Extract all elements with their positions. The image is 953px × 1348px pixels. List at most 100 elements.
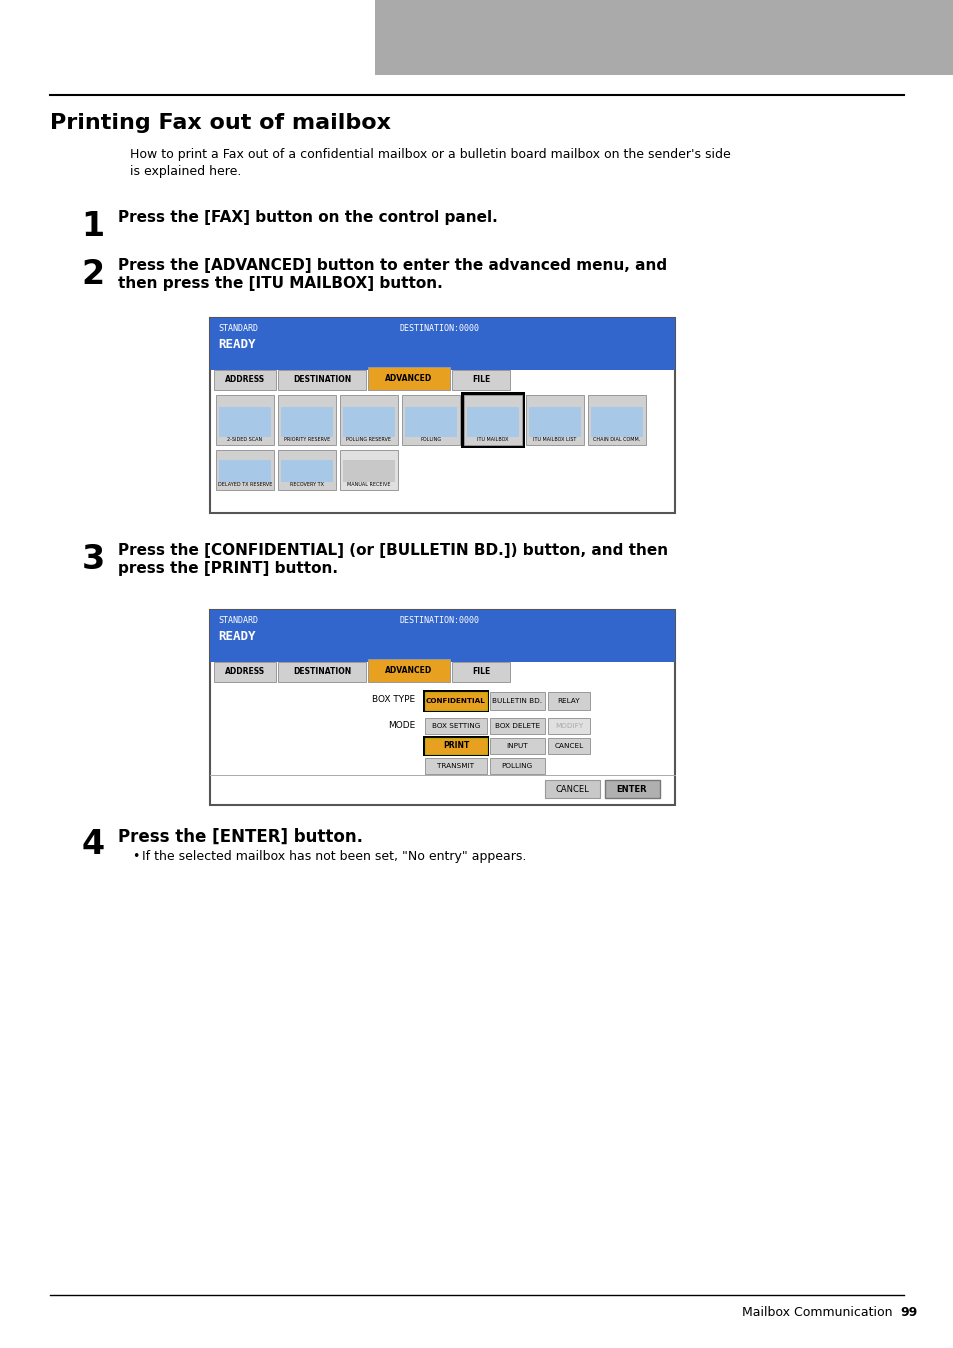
Text: Press the [ADVANCED] button to enter the advanced menu, and: Press the [ADVANCED] button to enter the…: [118, 257, 666, 274]
Text: INPUT: INPUT: [506, 743, 527, 749]
Bar: [547, 737, 589, 754]
Text: Press the [ENTER] button.: Press the [ENTER] button.: [118, 828, 363, 847]
Text: ITU MAILBOX: ITU MAILBOX: [476, 437, 508, 442]
Bar: [405, 407, 456, 437]
Bar: [422, 736, 489, 756]
Bar: [343, 407, 395, 437]
Bar: [343, 460, 395, 483]
Bar: [219, 407, 271, 437]
Text: DESTINATION:0000: DESTINATION:0000: [399, 616, 479, 625]
Bar: [210, 318, 675, 514]
Text: CANCEL: CANCEL: [554, 743, 583, 749]
Bar: [215, 395, 274, 445]
Text: BOX TYPE: BOX TYPE: [372, 696, 415, 705]
Text: DELAYED TX RESERVE: DELAYED TX RESERVE: [217, 483, 272, 487]
Text: 2: 2: [81, 257, 105, 291]
Text: 1: 1: [81, 210, 105, 243]
Bar: [339, 450, 397, 491]
Text: ENTER: ENTER: [616, 785, 647, 794]
Bar: [490, 737, 544, 754]
Text: Press the [FAX] button on the control panel.: Press the [FAX] button on the control pa…: [118, 210, 497, 225]
Bar: [281, 460, 333, 483]
Bar: [375, 0, 953, 75]
Text: CANCEL: CANCEL: [555, 785, 588, 794]
Bar: [547, 718, 589, 735]
Text: MANUAL RECEIVE: MANUAL RECEIVE: [347, 483, 391, 487]
Text: READY: READY: [218, 630, 255, 643]
Text: •: •: [132, 851, 139, 863]
Bar: [490, 718, 544, 735]
Text: FILE: FILE: [472, 667, 490, 677]
Text: POLLING RESERVE: POLLING RESERVE: [346, 437, 391, 442]
Text: PRIORITY RESERVE: PRIORITY RESERVE: [284, 437, 330, 442]
Text: BULLETIN BD.: BULLETIN BD.: [492, 698, 541, 704]
Text: ADDRESS: ADDRESS: [225, 376, 265, 384]
Text: MODE: MODE: [387, 721, 415, 731]
Bar: [590, 407, 642, 437]
Text: PRINT: PRINT: [442, 741, 469, 751]
Text: DESTINATION:0000: DESTINATION:0000: [399, 324, 479, 333]
Bar: [281, 407, 333, 437]
Bar: [277, 450, 335, 491]
Bar: [547, 692, 589, 710]
Text: ITU MAILBOX LIST: ITU MAILBOX LIST: [533, 437, 576, 442]
Text: How to print a Fax out of a confidential mailbox or a bulletin board mailbox on : How to print a Fax out of a confidential…: [130, 148, 730, 160]
Bar: [463, 395, 521, 445]
Text: Mailbox Communication: Mailbox Communication: [741, 1306, 892, 1318]
Text: STANDARD: STANDARD: [218, 616, 257, 625]
Text: READY: READY: [218, 338, 255, 350]
Text: press the [PRINT] button.: press the [PRINT] button.: [118, 561, 337, 576]
Bar: [544, 780, 599, 798]
Text: ADVANCED: ADVANCED: [385, 373, 432, 383]
Bar: [213, 662, 275, 682]
Text: POLLING: POLLING: [420, 437, 441, 442]
Text: CHAIN DIAL COMM.: CHAIN DIAL COMM.: [593, 437, 640, 442]
Bar: [424, 718, 486, 735]
Bar: [277, 369, 366, 390]
Bar: [219, 460, 271, 483]
Bar: [339, 395, 397, 445]
Text: DESTINATION: DESTINATION: [293, 667, 351, 677]
Text: POLLING: POLLING: [501, 763, 532, 768]
Bar: [587, 395, 645, 445]
Bar: [604, 780, 659, 798]
Bar: [529, 407, 580, 437]
Bar: [215, 450, 274, 491]
Text: BOX SETTING: BOX SETTING: [432, 723, 479, 729]
Text: RELAY: RELAY: [558, 698, 579, 704]
Text: Press the [CONFIDENTIAL] (or [BULLETIN BD.]) button, and then: Press the [CONFIDENTIAL] (or [BULLETIN B…: [118, 543, 667, 558]
Bar: [490, 758, 544, 774]
Bar: [277, 662, 366, 682]
Text: STANDARD: STANDARD: [218, 324, 257, 333]
Bar: [460, 392, 524, 448]
Bar: [424, 692, 486, 710]
Bar: [422, 690, 489, 712]
Text: 99: 99: [899, 1306, 916, 1318]
Bar: [452, 369, 510, 390]
Text: DESTINATION: DESTINATION: [293, 376, 351, 384]
Bar: [210, 611, 675, 805]
Bar: [368, 367, 450, 390]
Bar: [452, 662, 510, 682]
Text: FILE: FILE: [472, 376, 490, 384]
Text: is explained here.: is explained here.: [130, 164, 241, 178]
Text: Printing Fax out of mailbox: Printing Fax out of mailbox: [50, 113, 391, 133]
Bar: [210, 318, 675, 369]
Text: MODIFY: MODIFY: [555, 723, 582, 729]
Bar: [277, 395, 335, 445]
Text: 2-SIDED SCAN: 2-SIDED SCAN: [227, 437, 262, 442]
Bar: [424, 758, 486, 774]
Bar: [525, 395, 583, 445]
Text: 3: 3: [81, 543, 105, 576]
Text: 4: 4: [81, 828, 105, 861]
Bar: [213, 369, 275, 390]
Text: RECOVERY TX: RECOVERY TX: [290, 483, 324, 487]
Bar: [210, 611, 675, 662]
Text: CONFIDENTIAL: CONFIDENTIAL: [426, 698, 485, 704]
Bar: [368, 659, 450, 682]
Text: then press the [ITU MAILBOX] button.: then press the [ITU MAILBOX] button.: [118, 276, 442, 291]
Bar: [467, 407, 518, 437]
Text: ADDRESS: ADDRESS: [225, 667, 265, 677]
Bar: [490, 692, 544, 710]
Bar: [424, 737, 486, 754]
